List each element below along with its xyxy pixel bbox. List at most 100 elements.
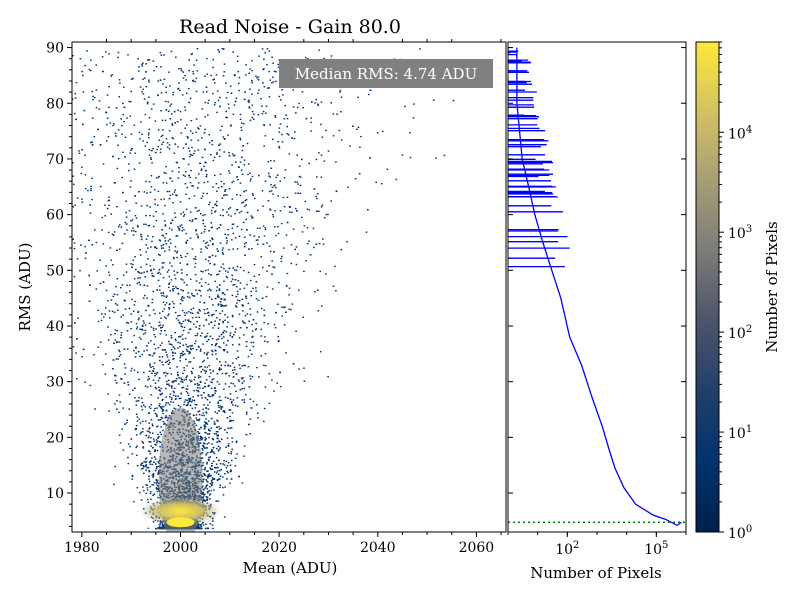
- density-cell: [185, 242, 187, 244]
- density-cell: [144, 385, 147, 387]
- density-cell: [166, 380, 168, 383]
- density-cell: [171, 344, 173, 346]
- density-cell: [93, 135, 96, 138]
- density-cell: [207, 102, 209, 104]
- density-cell: [158, 389, 160, 391]
- density-cell: [310, 117, 313, 119]
- density-cell: [161, 294, 163, 297]
- density-cell: [234, 269, 236, 271]
- density-cell: [169, 361, 171, 364]
- density-cell: [176, 252, 178, 254]
- density-cell: [157, 94, 159, 96]
- density-cell: [217, 445, 220, 448]
- density-cell: [131, 478, 134, 480]
- density-cell: [209, 523, 212, 525]
- density-cell: [136, 487, 139, 489]
- density-cell: [231, 448, 233, 451]
- density-cell: [185, 378, 187, 381]
- density-cell: [216, 190, 218, 192]
- density-cell: [178, 68, 180, 70]
- density-cell: [264, 180, 267, 182]
- density-cell: [238, 300, 241, 302]
- density-cell: [244, 254, 246, 256]
- density-cell: [196, 293, 199, 295]
- density-cell: [250, 295, 253, 297]
- density-cell: [180, 392, 183, 394]
- density-cell: [286, 117, 289, 120]
- density-cell: [211, 298, 213, 300]
- density-cell: [161, 417, 164, 419]
- density-cell: [225, 331, 228, 333]
- density-cell: [228, 172, 231, 174]
- density-cell: [84, 257, 87, 260]
- density-cell: [70, 267, 72, 268]
- density-cell: [340, 248, 343, 251]
- density-cell: [128, 210, 131, 212]
- density-cell: [149, 270, 152, 272]
- density-cell: [154, 407, 156, 410]
- density-cell: [269, 79, 272, 81]
- density-cell: [156, 407, 158, 409]
- density-cell: [210, 489, 212, 492]
- density-cell: [323, 217, 326, 219]
- density-cell: [189, 328, 192, 330]
- density-cell: [162, 524, 164, 526]
- density-cell: [202, 408, 204, 411]
- density-cell: [239, 118, 242, 120]
- density-cell: [222, 463, 224, 465]
- density-cell: [232, 284, 234, 286]
- density-cell: [211, 314, 213, 317]
- density-cell: [175, 194, 177, 196]
- density-cell: [176, 194, 178, 197]
- density-cell: [207, 260, 210, 262]
- density-cell: [154, 382, 157, 384]
- density-cell: [196, 320, 198, 323]
- density-cell: [152, 327, 155, 329]
- density-cell: [177, 341, 179, 344]
- density-cell: [115, 285, 117, 288]
- density-cell: [179, 397, 182, 399]
- density-cell: [101, 56, 104, 58]
- density-cell: [148, 412, 150, 414]
- density-cell: [158, 239, 161, 241]
- density-cell: [122, 449, 125, 451]
- density-cell: [201, 447, 204, 450]
- density-cell: [161, 406, 164, 408]
- density-cell: [235, 390, 237, 393]
- density-cell: [179, 314, 181, 317]
- density-cell: [211, 350, 214, 353]
- density-cell: [131, 298, 133, 301]
- density-cell: [149, 461, 152, 463]
- density-cell: [201, 522, 204, 524]
- density-cell: [133, 124, 136, 126]
- density-cell: [166, 295, 168, 297]
- density-cell: [127, 322, 130, 324]
- density-cell: [179, 303, 182, 305]
- density-cell: [282, 247, 285, 249]
- density-cell: [159, 254, 161, 256]
- density-cell: [261, 48, 264, 50]
- density-cell: [65, 53, 67, 54]
- density-cell: [282, 196, 285, 199]
- density-cell: [81, 201, 84, 203]
- density-cell: [223, 151, 225, 153]
- density-cell: [216, 472, 218, 474]
- density-cell: [203, 493, 206, 495]
- density-cell: [189, 176, 191, 179]
- density-cell: [229, 332, 232, 334]
- density-cell: [73, 242, 76, 244]
- density-cell: [158, 405, 160, 407]
- density-cell: [152, 236, 154, 238]
- density-cell: [148, 117, 151, 119]
- density-cell: [173, 387, 176, 390]
- density-cell: [212, 327, 214, 329]
- density-cell: [191, 185, 193, 187]
- density-cell: [205, 496, 208, 498]
- density-cell: [261, 105, 263, 107]
- density-cell: [215, 203, 217, 205]
- density-cell: [249, 398, 252, 400]
- density-cell: [228, 188, 231, 190]
- density-cell: [160, 292, 162, 294]
- density-cell: [213, 452, 216, 455]
- density-cell: [180, 325, 182, 327]
